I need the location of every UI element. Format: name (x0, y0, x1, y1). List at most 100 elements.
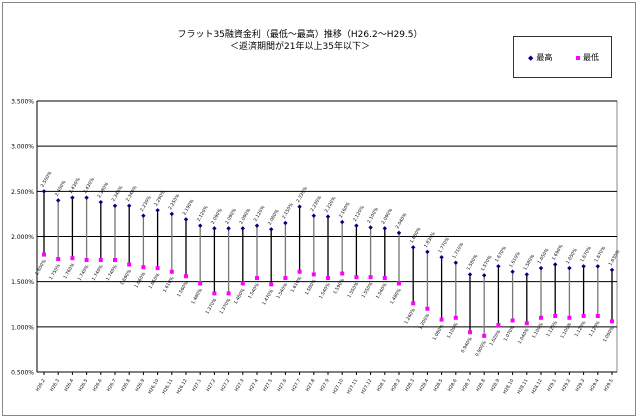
max-point (325, 214, 331, 219)
min-point (496, 323, 501, 328)
max-point (340, 219, 345, 225)
max-point (510, 269, 515, 274)
x-tick-label: H28.2 (390, 378, 402, 393)
max-point (169, 211, 174, 217)
min-point (141, 265, 146, 270)
x-tick-label: H28.6 (447, 378, 459, 393)
max-point (212, 226, 217, 231)
max-point (112, 203, 118, 208)
x-tick-label: H26.8 (120, 378, 132, 393)
min-point (510, 318, 515, 323)
min-point (42, 252, 46, 257)
x-tick-label: H26.5 (77, 378, 89, 393)
x-tick-label: H26.4 (63, 378, 75, 393)
max-point (453, 260, 458, 265)
max-point (127, 203, 132, 208)
max-point (482, 273, 487, 278)
max-point (41, 189, 47, 194)
min-point (581, 313, 586, 318)
square-marker-icon (576, 55, 580, 60)
min-point (368, 275, 373, 280)
min-point (56, 257, 61, 262)
y-tick-label: 1.000% (11, 324, 34, 331)
min-point (84, 257, 89, 262)
x-tick-label: H29.1 (546, 378, 558, 393)
x-tick-label: H28.10 (502, 378, 515, 395)
max-point (553, 262, 558, 267)
max-point (226, 226, 231, 231)
min-point (567, 315, 572, 320)
max-point (70, 195, 75, 200)
x-tick-label: H27.9 (319, 378, 331, 393)
x-tick-label: H27.6 (276, 378, 288, 393)
max-point (609, 267, 615, 273)
min-point (155, 266, 160, 271)
legend: ◆ 最高 最低 (513, 36, 612, 78)
min-point (425, 306, 430, 311)
y-tick-label: 1.500% (11, 279, 34, 286)
y-tick-label: 3.500% (11, 99, 34, 106)
max-point (141, 213, 146, 218)
max-point (411, 245, 416, 250)
chart-subtitle: ＜返済期間が21年以上35年以下＞ (230, 42, 370, 52)
min-point (553, 313, 558, 318)
chart-title: フラット35融資金利（最低～最高）推移（H26.2～H29.5） (177, 30, 423, 40)
min-point (482, 333, 487, 338)
max-point (524, 272, 529, 277)
min-point (226, 291, 231, 296)
min-point (439, 317, 444, 322)
y-tick-label: 2.000% (11, 234, 34, 241)
min-point (184, 274, 188, 279)
x-tick-label: H29.4 (589, 378, 601, 393)
x-tick-label: H27.1 (191, 378, 203, 393)
min-point (397, 281, 401, 286)
x-tick-label: H28.3 (404, 378, 416, 393)
max-point (56, 198, 61, 203)
min-point (240, 281, 245, 286)
x-tick-label: H28.9 (489, 378, 501, 393)
x-tick-label: H26.11 (161, 378, 174, 395)
max-point (396, 230, 402, 236)
max-point (581, 264, 586, 269)
y-tick-label: 0.500% (11, 370, 34, 377)
x-tick-label: H27.5 (262, 378, 274, 393)
min-point (127, 262, 132, 267)
min-point (382, 276, 387, 281)
x-tick-label: H27.2 (219, 378, 231, 393)
min-point (610, 319, 614, 324)
x-tick-label: H26.3 (49, 378, 61, 393)
max-point (269, 227, 274, 232)
x-tick-label: H27.4 (248, 378, 260, 393)
min-point (539, 315, 543, 320)
max-point (368, 225, 373, 230)
x-tick-label: H26.6 (92, 378, 104, 393)
y-tick-label: 3.000% (11, 144, 34, 151)
x-tick-label: H27.12 (360, 378, 373, 395)
x-tick-label: H27.11 (346, 378, 359, 395)
min-point (311, 272, 316, 277)
legend-label: 最低 (583, 53, 599, 62)
x-tick-label: H29.2 (560, 378, 572, 393)
x-tick-label: H26.7 (106, 378, 118, 393)
max-point (283, 220, 288, 226)
min-point (169, 269, 174, 274)
max-point (595, 264, 600, 269)
x-tick-label: H28.1 (376, 378, 388, 393)
min-point (113, 257, 117, 262)
max-point (98, 199, 103, 205)
min-point (453, 315, 458, 320)
min-point (524, 321, 529, 326)
x-tick-label: H27.7 (290, 378, 302, 393)
x-tick-label: H28.5 (432, 378, 444, 393)
max-point (311, 213, 316, 218)
x-tick-label: H27.3 (234, 378, 246, 393)
min-point (98, 257, 103, 262)
min-point (411, 301, 416, 306)
min-point (595, 313, 600, 318)
max-point (198, 223, 203, 228)
max-point (496, 264, 501, 269)
max-point (382, 226, 387, 231)
max-point (538, 265, 544, 271)
min-point (326, 276, 330, 281)
